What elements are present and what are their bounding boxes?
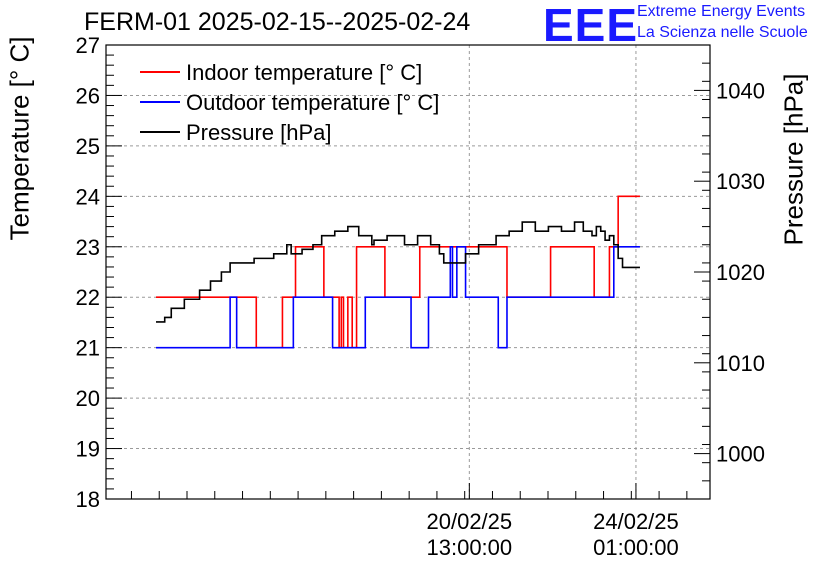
y-tick-label: 22: [76, 285, 100, 310]
x-tick-label-time: 13:00:00: [427, 535, 513, 560]
y-tick-label: 19: [76, 437, 100, 462]
y2-tick-label: 1000: [716, 442, 765, 467]
y-tick-label: 24: [76, 184, 100, 209]
legend-label: Indoor temperature [° C]: [186, 60, 422, 85]
series-line-2: [156, 221, 640, 323]
eee-logo: EEE: [543, 0, 639, 51]
y-tick-label: 25: [76, 134, 100, 159]
logo-caption-line2: La Scienza nelle Scuole: [637, 24, 808, 41]
y2-tick-label: 1020: [716, 260, 765, 285]
y-tick-label: 23: [76, 235, 100, 260]
y-tick-label: 20: [76, 386, 100, 411]
y-tick-label: 21: [76, 336, 100, 361]
y-tick-label: 27: [76, 33, 100, 58]
legend-label: Outdoor temperature [° C]: [186, 90, 439, 115]
y2-tick-label: 1040: [716, 78, 765, 103]
logo-caption-line1: Extreme Energy Events: [637, 3, 806, 20]
series-line-1: [156, 245, 640, 349]
x-tick-label-date: 24/02/25: [593, 509, 679, 534]
y2-tick-label: 1010: [716, 351, 765, 376]
legend-label: Pressure [hPa]: [186, 120, 332, 145]
x-tick-label-time: 01:00:00: [593, 535, 679, 560]
y2-tick-label: 1030: [716, 169, 765, 194]
chart-title: FERM-01 2025-02-15--2025-02-24: [84, 8, 471, 36]
x-tick-label-date: 20/02/25: [427, 509, 513, 534]
y-tick-label: 18: [76, 487, 100, 512]
y-tick-label: 26: [76, 83, 100, 108]
